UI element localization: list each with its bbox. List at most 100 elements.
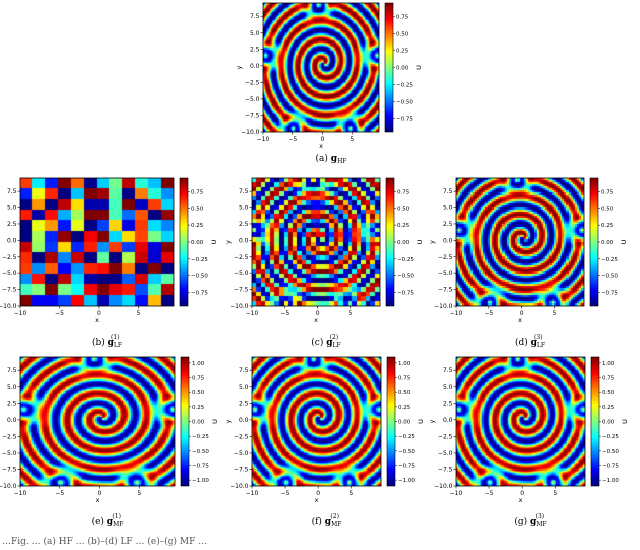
colorbar-label: U	[210, 239, 218, 244]
panel-f: −10 −5 0 5 −10.0 −7.5 −5.0 −2.5 0.0 2.5 5.0 7.5 x y 1.…	[224, 356, 425, 528]
panel-g: −10 −5 0 5 −10.0 −7.5 −5.0 −2.5 0.0 2.5 5.0 7.5 x y 1.…	[428, 356, 629, 528]
colorbar-tick-label: 0.00	[397, 240, 410, 246]
colorbar-tick-label: −0.75	[192, 463, 209, 469]
colorbar-tick-label: 0.25	[192, 405, 205, 411]
colorbar-tick-label: −0.50	[192, 449, 209, 455]
colorbar-tick-label: 0.50	[398, 390, 411, 396]
colorbar	[590, 178, 598, 306]
y-tick-label: −7.5	[438, 287, 453, 294]
y-tick-label: 0.0	[239, 417, 249, 424]
y-tick-label: −5.0	[438, 450, 453, 457]
x-axis-label: x	[319, 142, 323, 150]
heatmap-image	[20, 357, 175, 486]
caption-symbol: g	[107, 517, 114, 527]
caption-letter: (b)	[92, 337, 108, 348]
x-axis-label: x	[96, 496, 100, 504]
colorbar-label: U	[417, 419, 425, 424]
plot-frame	[455, 356, 586, 487]
y-tick-label: −2.5	[438, 433, 453, 440]
colorbar-tick-label: −0.25	[192, 434, 209, 440]
x-tick-label: −5	[484, 310, 493, 317]
y-tick-label: 2.5	[239, 400, 249, 407]
heatmap-image	[263, 3, 379, 132]
caption-letter: (e)	[92, 516, 107, 527]
plot-frame	[19, 356, 176, 487]
y-tick-label: 7.5	[239, 367, 249, 374]
y-tick-label: −7.5	[438, 466, 453, 473]
colorbar-tick-label: 0.25	[601, 223, 614, 229]
y-tick-label: 7.5	[239, 188, 249, 195]
caption-superscript: (1)	[112, 513, 121, 520]
colorbar-tick-label: 0.75	[192, 376, 205, 382]
colorbar-tick-label: −0.50	[396, 99, 413, 105]
panel-caption: (e) gMF(1)	[92, 513, 124, 528]
x-tick-label: −10	[450, 310, 463, 317]
plot-frame	[251, 177, 381, 307]
y-tick-label: −7.5	[234, 287, 249, 294]
colorbar	[181, 357, 189, 486]
y-tick-label: −2.5	[2, 433, 17, 440]
y-tick-label: −10.0	[434, 483, 453, 490]
x-tick-label: 5	[553, 310, 557, 317]
y-tick-label: 7.5	[7, 188, 17, 195]
colorbar-tick-label: −0.50	[191, 274, 208, 280]
caption-subscript: LF	[114, 342, 122, 349]
x-tick-label: 5	[349, 490, 353, 497]
colorbar-tick-label: −1.00	[192, 478, 209, 484]
x-axis-label: x	[519, 496, 523, 504]
heatmap-image	[456, 178, 584, 306]
y-tick-label: 5.0	[443, 384, 453, 391]
colorbar-tick-label: −0.50	[397, 274, 414, 280]
y-tick-label: −10.0	[0, 303, 17, 310]
plot-frame	[251, 356, 382, 487]
colorbar-tick-label: −0.50	[602, 449, 619, 455]
colorbar-label: U	[211, 419, 219, 424]
x-tick-label: 5	[349, 310, 353, 317]
heatmap-image	[252, 178, 380, 306]
y-tick-label: 0.0	[7, 417, 17, 424]
y-tick-label: 2.5	[7, 400, 17, 407]
heatmap-image	[20, 178, 174, 306]
colorbar-tick-label: 0.50	[397, 206, 410, 212]
colorbar	[387, 357, 395, 486]
colorbar-tick-label: −0.75	[396, 116, 413, 122]
x-tick-label: 0	[316, 490, 320, 497]
colorbar-tick-label: 0.25	[191, 223, 204, 229]
y-tick-label: −2.5	[2, 254, 17, 261]
caption-letter: (c)	[311, 337, 326, 348]
caption-symbol: g	[531, 338, 538, 348]
y-axis-label: y	[428, 240, 436, 244]
colorbar-label: U	[416, 239, 424, 244]
y-tick-label: 5.0	[7, 205, 17, 212]
colorbar	[180, 178, 188, 306]
y-tick-label: −7.5	[234, 466, 249, 473]
colorbar-tick-label: 0.50	[601, 206, 614, 212]
x-axis-label: x	[518, 316, 522, 324]
y-axis-label: y	[224, 240, 232, 244]
y-tick-label: 7.5	[250, 13, 260, 20]
caption-symbol: g	[326, 338, 333, 348]
colorbar-tick-label: 0.00	[396, 66, 409, 72]
y-tick-label: −5.0	[234, 450, 249, 457]
colorbar-tick-label: −0.50	[398, 449, 415, 455]
x-tick-label: −10	[246, 490, 259, 497]
caption-superscript: (2)	[330, 513, 339, 520]
colorbar-tick-label: 0.75	[602, 376, 615, 382]
y-tick-label: 7.5	[7, 367, 17, 374]
colorbar-label: U	[415, 65, 423, 70]
plot-frame	[262, 2, 380, 133]
y-tick-label: 0.0	[7, 237, 17, 244]
y-tick-label: −2.5	[245, 79, 260, 86]
panel-caption: (g) gMF(3)	[514, 513, 546, 528]
y-tick-label: −10.0	[241, 129, 260, 136]
y-tick-label: 0.0	[239, 237, 249, 244]
panel-caption: (f) gMF(2)	[312, 513, 342, 528]
panel-caption: (c) gLF(2)	[311, 334, 340, 349]
x-tick-label: 0	[316, 310, 320, 317]
y-axis-label: y	[224, 419, 232, 423]
colorbar-tick-label: 0.00	[192, 420, 205, 426]
panel-d: −10 −5 0 5 −10.0 −7.5 −5.0 −2.5 0.0 2.5 5.0 7.5 x y 0.…	[428, 177, 628, 349]
panel-a: −10 −5 0 5 −10.0 −7.5 −5.0 −2.5 0.0 2.5 5.0 7.5 x y 0.…	[235, 2, 423, 165]
y-tick-label: −10.0	[230, 483, 249, 490]
colorbar-tick-label: −0.25	[602, 434, 619, 440]
